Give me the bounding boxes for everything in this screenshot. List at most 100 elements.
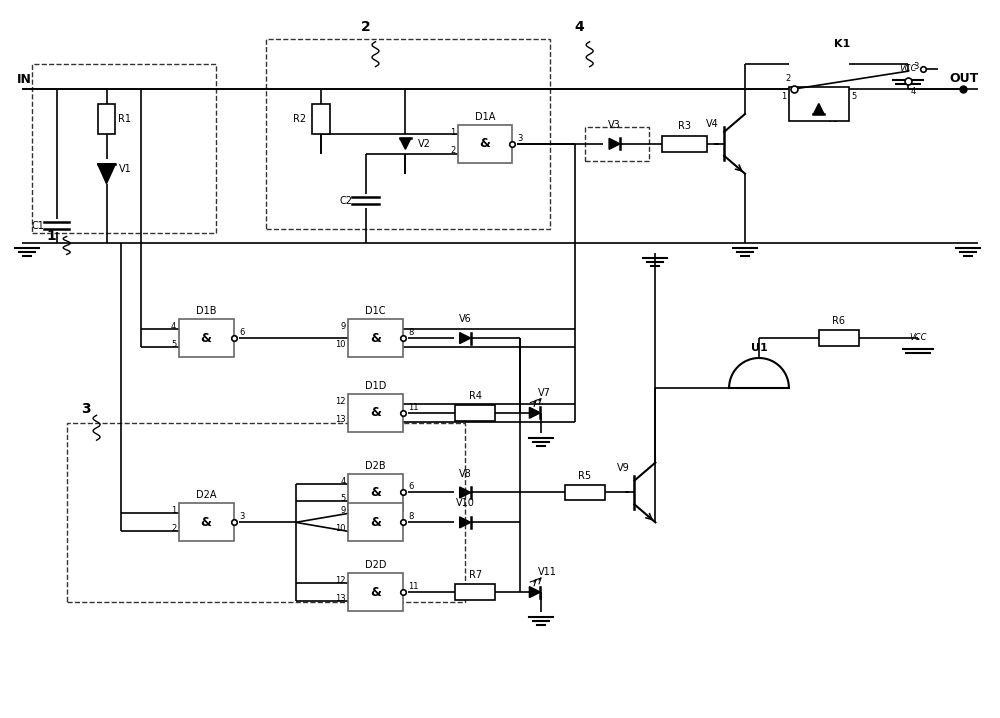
Bar <box>662 136 707 151</box>
Text: 10: 10 <box>335 524 346 533</box>
Bar <box>348 573 403 611</box>
Text: 12: 12 <box>335 397 346 406</box>
Text: 5: 5 <box>171 340 176 349</box>
Bar <box>179 503 234 541</box>
Bar <box>348 394 403 432</box>
Text: D2B: D2B <box>365 460 386 470</box>
Text: &: & <box>370 486 381 499</box>
Text: R4: R4 <box>469 391 482 401</box>
Bar <box>67 423 465 602</box>
Text: &: & <box>201 516 212 529</box>
Text: V11: V11 <box>538 567 557 577</box>
Text: V8: V8 <box>459 469 472 478</box>
Text: V10: V10 <box>456 498 475 508</box>
Text: C1: C1 <box>32 220 45 230</box>
Polygon shape <box>460 517 471 528</box>
Text: &: & <box>201 332 212 345</box>
Text: &: & <box>370 332 381 345</box>
Text: V5: V5 <box>827 114 840 124</box>
Text: 1: 1 <box>171 506 176 516</box>
Text: 2: 2 <box>786 74 791 83</box>
Bar <box>565 485 605 500</box>
Text: 11: 11 <box>408 403 419 412</box>
Text: D1A: D1A <box>475 112 495 122</box>
Bar <box>348 474 403 511</box>
Text: &: & <box>370 406 381 419</box>
Text: 6: 6 <box>239 328 244 337</box>
Bar <box>266 39 550 228</box>
Text: 5: 5 <box>340 495 346 503</box>
Polygon shape <box>813 103 824 114</box>
Text: 1: 1 <box>47 230 57 243</box>
Bar <box>348 320 403 357</box>
Text: 1: 1 <box>781 92 786 101</box>
Bar <box>455 584 495 600</box>
Text: R1: R1 <box>118 114 131 124</box>
Text: VCC: VCC <box>910 333 927 342</box>
Text: 3: 3 <box>239 513 244 521</box>
Bar <box>348 503 403 541</box>
Bar <box>179 320 234 357</box>
Text: V3: V3 <box>608 120 621 130</box>
Text: C2: C2 <box>340 195 353 205</box>
Bar <box>455 405 495 421</box>
Text: D1C: D1C <box>365 306 386 316</box>
Text: D1B: D1B <box>196 306 216 316</box>
Text: R6: R6 <box>832 316 845 326</box>
Text: 12: 12 <box>335 576 346 585</box>
Text: V6: V6 <box>459 314 472 324</box>
Text: V1: V1 <box>118 164 131 174</box>
Text: R3: R3 <box>678 121 691 131</box>
Text: 3: 3 <box>913 62 919 71</box>
Bar <box>32 64 216 233</box>
Text: 4: 4 <box>910 87 916 96</box>
Text: V7: V7 <box>538 388 551 398</box>
Bar <box>458 125 512 163</box>
Text: 5: 5 <box>852 92 857 101</box>
Text: V9: V9 <box>617 462 629 472</box>
Text: D1D: D1D <box>365 381 386 391</box>
Text: R7: R7 <box>469 570 482 580</box>
Bar <box>312 104 330 134</box>
Text: 1: 1 <box>450 128 455 137</box>
Text: 13: 13 <box>335 415 346 424</box>
Text: 13: 13 <box>335 594 346 603</box>
Text: 2: 2 <box>361 20 370 34</box>
Bar <box>98 104 115 134</box>
Text: 2: 2 <box>171 524 176 533</box>
Text: 3: 3 <box>82 402 91 416</box>
Polygon shape <box>400 139 411 149</box>
Text: 4: 4 <box>575 20 584 34</box>
Polygon shape <box>460 332 471 343</box>
Text: V2: V2 <box>418 139 431 149</box>
Text: &: & <box>480 137 490 150</box>
Polygon shape <box>529 407 540 419</box>
Bar <box>789 87 849 121</box>
Text: &: & <box>370 516 381 529</box>
Polygon shape <box>529 587 540 597</box>
Text: VCC: VCC <box>900 64 917 73</box>
Text: K1: K1 <box>834 39 850 50</box>
Text: 4: 4 <box>340 477 346 485</box>
Text: D2C: D2C <box>365 490 386 500</box>
Polygon shape <box>609 139 620 149</box>
Polygon shape <box>98 164 115 184</box>
Text: 3: 3 <box>517 134 522 143</box>
Polygon shape <box>460 487 471 498</box>
Text: 11: 11 <box>408 582 419 591</box>
Bar <box>585 127 649 161</box>
Bar <box>819 330 859 346</box>
Text: D2D: D2D <box>365 560 386 570</box>
Text: OUT: OUT <box>949 72 978 85</box>
Text: 9: 9 <box>340 506 346 516</box>
Text: 6: 6 <box>408 482 414 492</box>
Text: 9: 9 <box>340 322 346 331</box>
Text: 10: 10 <box>335 340 346 349</box>
Text: IN: IN <box>17 73 32 86</box>
Text: R5: R5 <box>578 470 591 480</box>
Text: D2A: D2A <box>196 490 216 500</box>
Text: 2: 2 <box>450 146 455 155</box>
Text: 4: 4 <box>171 322 176 331</box>
Text: &: & <box>370 586 381 599</box>
Text: U1: U1 <box>751 343 767 353</box>
